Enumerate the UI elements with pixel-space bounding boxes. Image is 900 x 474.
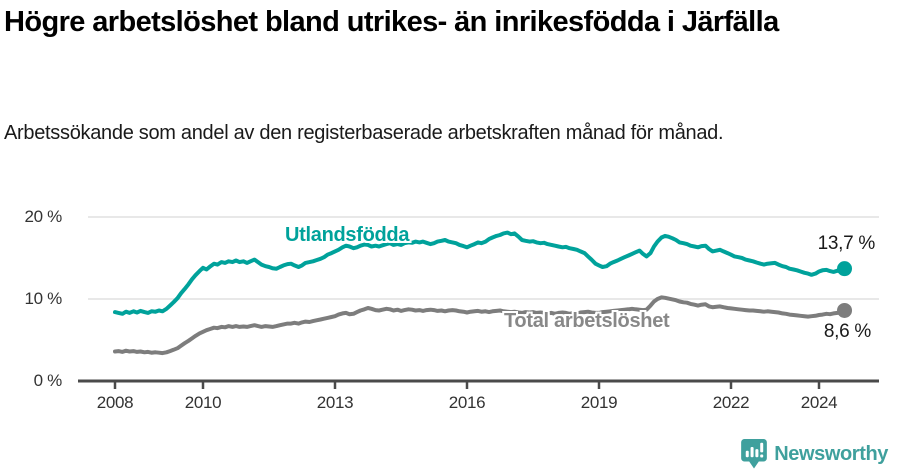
end-value-label-total: 8,6 % xyxy=(823,321,871,342)
newsworthy-branding: Newsworthy xyxy=(741,439,888,469)
x-tick-label-2008: 2008 xyxy=(96,393,134,412)
line-utlandsfodda xyxy=(113,230,847,316)
newsworthy-badge-icon xyxy=(741,439,768,469)
line-total-arbetsloshet xyxy=(113,295,847,356)
chart-subtitle: Arbetssökande som andel av den registerb… xyxy=(4,122,724,144)
brand-name: Newsworthy xyxy=(774,442,888,465)
x-tick-label-2024: 2024 xyxy=(800,393,838,412)
end-dot-total-arbetsloshet xyxy=(837,302,853,318)
y-tick-label-10: 10 % xyxy=(24,289,62,308)
y-tick-label-20: 20 % xyxy=(24,207,62,226)
series-label-utlandsfodda: Utlandsfödda xyxy=(285,224,410,246)
series-label-total-arbetsloshet: Total arbetslöshet xyxy=(504,310,670,332)
x-tick-label-2019: 2019 xyxy=(580,393,618,412)
y-tick-label-0: 0 % xyxy=(33,371,63,390)
end-dot-utlandsfodda xyxy=(837,261,853,277)
page-title: Högre arbetslöshet bland utrikes- än inr… xyxy=(4,6,779,38)
x-tick-label-2016: 2016 xyxy=(448,393,486,412)
end-value-label-utlandsfodda: 13,7 % xyxy=(817,233,876,254)
x-tick-label-2022: 2022 xyxy=(712,393,750,412)
x-tick-label-2010: 2010 xyxy=(184,393,222,412)
x-tick-label-2013: 2013 xyxy=(316,393,354,412)
